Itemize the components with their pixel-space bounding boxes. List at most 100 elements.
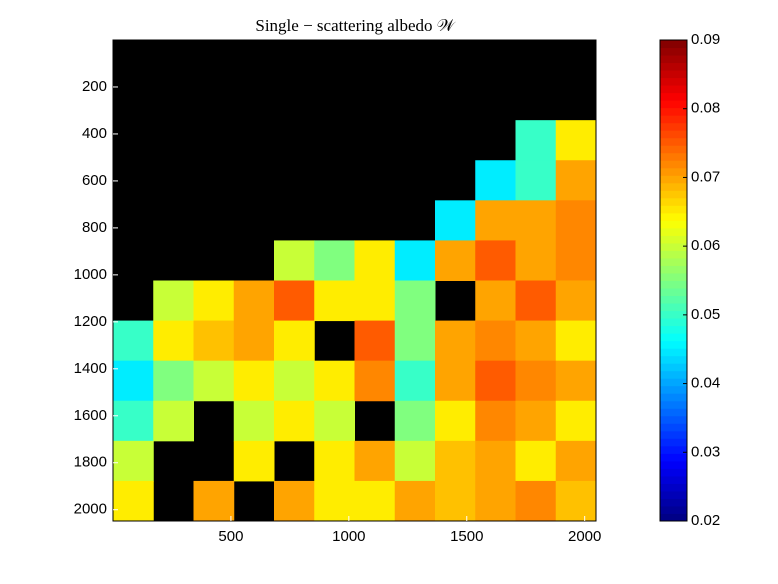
colorbar-strip xyxy=(660,167,687,176)
colorbar-strip xyxy=(660,212,687,221)
heatmap-cell xyxy=(113,360,154,402)
heatmap-cell xyxy=(274,360,315,402)
colorbar-strip xyxy=(660,430,687,439)
colorbar-strip xyxy=(660,453,687,462)
heatmap-cell xyxy=(475,200,516,241)
y-tick-label: 200 xyxy=(82,78,107,95)
heatmap-cell xyxy=(555,360,597,402)
colorbar-tick-label: 0.04 xyxy=(691,375,720,392)
y-tick-label: 1600 xyxy=(74,407,107,424)
heatmap-cell xyxy=(394,280,436,322)
heatmap-cell xyxy=(274,280,315,322)
colorbar-frame xyxy=(659,39,688,522)
heatmap-cell xyxy=(354,360,396,402)
x-tick-label: 1500 xyxy=(450,528,483,545)
heatmap-cell xyxy=(435,240,476,281)
heatmap-cell xyxy=(274,480,315,522)
heatmap-cell xyxy=(555,440,597,482)
heatmap-cell xyxy=(394,400,436,442)
x-tick-label: 2000 xyxy=(568,528,601,545)
heatmap-cell xyxy=(555,280,597,322)
y-tick-label: 1200 xyxy=(74,313,107,330)
heatmap-cell xyxy=(233,400,275,442)
heatmap-cell xyxy=(153,400,194,442)
colorbar-strip xyxy=(660,100,687,109)
colorbar-strip xyxy=(660,370,687,379)
colorbar-strip xyxy=(660,197,687,206)
heatmap-cell xyxy=(113,320,154,362)
heatmap-cell xyxy=(435,320,476,362)
heatmap-cell xyxy=(274,240,315,281)
colorbar-strip xyxy=(660,152,687,161)
y-tick-label: 800 xyxy=(82,219,107,236)
colorbar-strip xyxy=(660,62,687,71)
colorbar-tick-label: 0.03 xyxy=(691,443,720,460)
heatmap-cell xyxy=(233,320,275,362)
chart-title: Single − scattering albedo 𝒲 xyxy=(255,16,456,35)
colorbar-strip xyxy=(660,205,687,214)
colorbar-strip xyxy=(660,325,687,334)
heatmap-cell xyxy=(314,240,355,281)
colorbar-strip xyxy=(660,415,687,424)
heatmap-cell xyxy=(314,400,355,442)
heatmap-cell xyxy=(394,440,436,482)
colorbar-tick-label: 0.06 xyxy=(691,237,720,254)
colorbar-strip xyxy=(660,280,687,289)
heatmap-cell xyxy=(113,400,154,442)
y-tick-label: 600 xyxy=(82,172,107,189)
colorbar-strip xyxy=(660,363,687,372)
colorbar-strip xyxy=(660,483,687,492)
heatmap-cell xyxy=(233,360,275,402)
colorbar-strip xyxy=(660,175,687,184)
heatmap-cell xyxy=(354,240,396,281)
colorbar-strip xyxy=(660,445,687,454)
colorbar-strip xyxy=(660,355,687,364)
y-tick-label: 400 xyxy=(82,125,107,142)
heatmap-cell xyxy=(193,480,235,522)
heatmap-cell xyxy=(515,240,557,281)
heatmap-cell xyxy=(475,280,516,322)
heatmap-cell xyxy=(274,320,315,362)
colorbar-strip xyxy=(660,490,687,499)
y-tick-label: 1000 xyxy=(74,266,107,283)
colorbar-strip xyxy=(660,145,687,154)
colorbar-strip xyxy=(660,55,687,64)
colorbar-strip xyxy=(660,310,687,319)
colorbar-strip xyxy=(660,272,687,281)
colorbar-strip xyxy=(660,227,687,236)
y-tick-label: 1400 xyxy=(74,360,107,377)
colorbar-strip xyxy=(660,250,687,259)
colorbar-strip xyxy=(660,348,687,357)
colorbar-strip xyxy=(660,160,687,169)
heatmap-cell xyxy=(515,200,557,241)
colorbar-strip xyxy=(660,107,687,116)
heatmap-cell xyxy=(515,160,557,201)
heatmap-cell xyxy=(555,400,597,442)
colorbar-strip xyxy=(660,47,687,56)
heatmap-cell xyxy=(515,120,557,161)
colorbar-strip xyxy=(660,85,687,94)
y-tick-label: 1800 xyxy=(74,454,107,471)
heatmap-cell xyxy=(475,440,516,482)
colorbar-strip xyxy=(660,70,687,79)
colorbar-tick-label: 0.09 xyxy=(691,31,720,48)
heatmap-cell xyxy=(394,240,436,281)
colorbar-strip xyxy=(660,130,687,139)
heatmap-cell xyxy=(475,480,516,522)
colorbar-strip xyxy=(660,115,687,124)
heatmap-cell xyxy=(314,440,355,482)
colorbar-strip xyxy=(660,385,687,394)
colorbar-strip xyxy=(660,408,687,417)
colorbar-strip xyxy=(660,40,687,49)
heatmap-cell xyxy=(475,240,516,281)
heatmap-cell xyxy=(354,440,396,482)
heatmap-cell xyxy=(233,280,275,322)
heatmap-cell xyxy=(435,360,476,402)
heatmap-cell xyxy=(515,400,557,442)
heatmap-cell xyxy=(515,480,557,522)
colorbar-strip xyxy=(660,257,687,266)
heatmap-cell xyxy=(555,120,597,161)
heatmap-cell xyxy=(555,160,597,201)
heatmap-cell xyxy=(435,440,476,482)
heatmap-cell xyxy=(475,320,516,362)
